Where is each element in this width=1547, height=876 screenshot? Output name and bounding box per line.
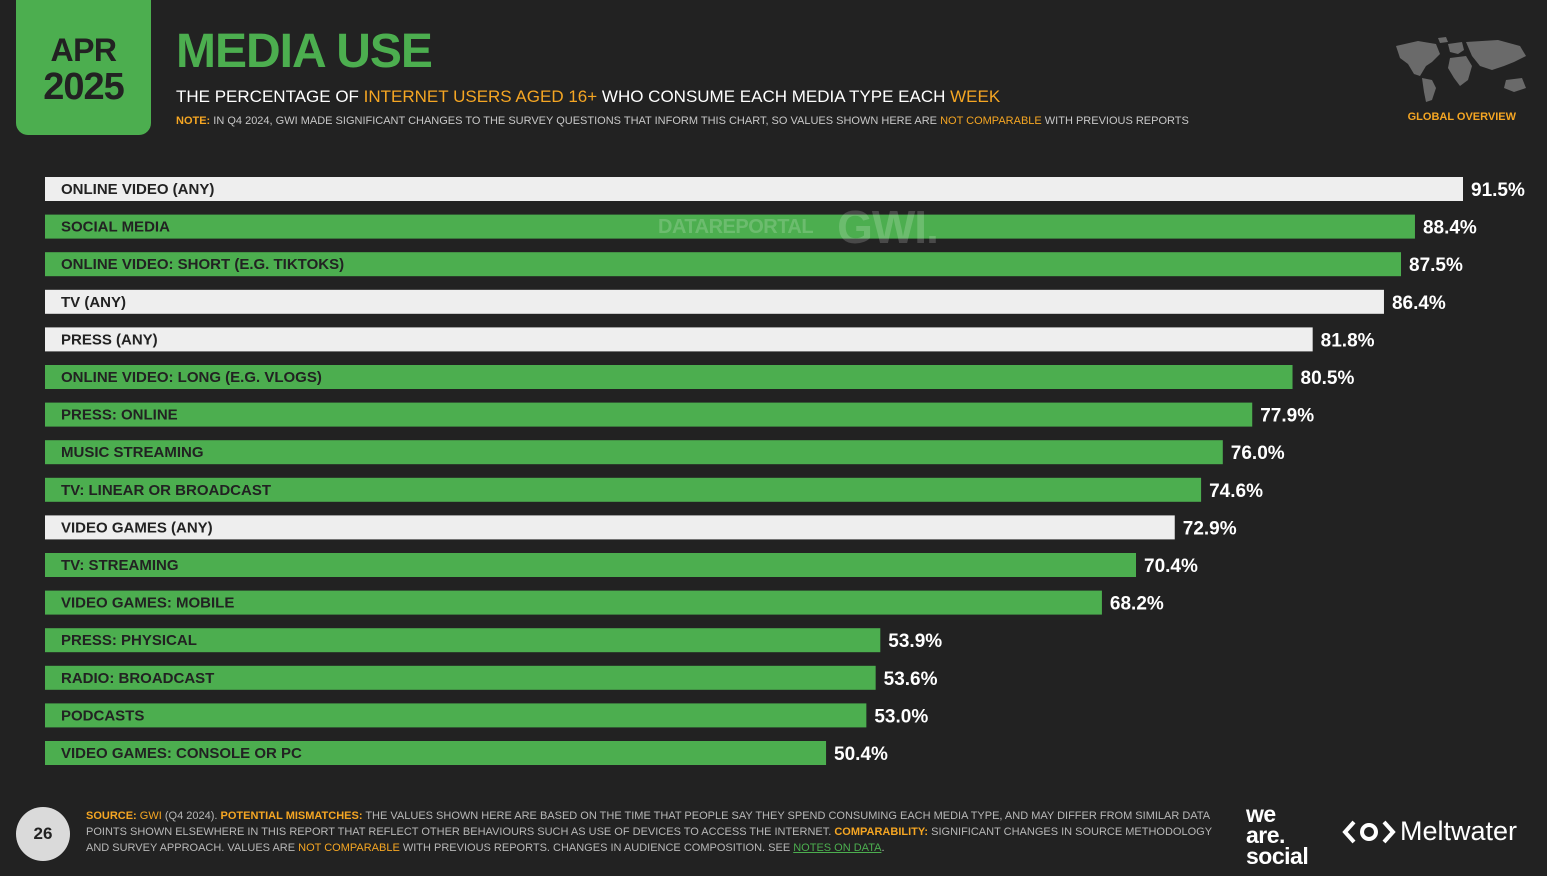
note-highlight: NOT COMPARABLE bbox=[940, 115, 1042, 127]
logo-line: are. bbox=[1246, 822, 1285, 848]
bar bbox=[45, 214, 1415, 239]
bar-label: PRESS: PHYSICAL bbox=[61, 632, 197, 649]
note-text: WITH PREVIOUS REPORTS bbox=[1041, 115, 1189, 127]
meltwater-mark-icon bbox=[1342, 820, 1396, 843]
bar-label: VIDEO GAMES: MOBILE bbox=[61, 595, 234, 612]
bar-label: MUSIC STREAMING bbox=[61, 444, 204, 461]
bar bbox=[45, 252, 1402, 277]
bar bbox=[45, 590, 1102, 615]
subtitle: THE PERCENTAGE OF INTERNET USERS AGED 16… bbox=[176, 87, 1000, 107]
source-label: SOURCE: bbox=[86, 810, 137, 822]
comparability-text: WITH PREVIOUS REPORTS. CHANGES IN AUDIEN… bbox=[399, 842, 794, 854]
bar-label: PRESS (ANY) bbox=[61, 331, 158, 348]
bar bbox=[45, 703, 867, 728]
bar bbox=[45, 402, 1253, 427]
global-overview-label: GLOBAL OVERVIEW bbox=[1407, 111, 1516, 123]
bar-value-label: 53.9% bbox=[888, 631, 942, 652]
bar bbox=[45, 327, 1313, 352]
bar-label: ONLINE VIDEO (ANY) bbox=[61, 181, 214, 198]
bar bbox=[45, 289, 1384, 314]
bar bbox=[45, 477, 1202, 502]
mismatch-label: POTENTIAL MISMATCHES: bbox=[220, 810, 363, 822]
bar-label: TV: LINEAR OR BROADCAST bbox=[61, 482, 271, 499]
page-number: 26 bbox=[16, 807, 70, 861]
bar-value-label: 72.9% bbox=[1183, 518, 1237, 539]
source-name: GWI bbox=[136, 810, 162, 822]
date-year: 2025 bbox=[43, 65, 125, 108]
bar-value-label: 50.4% bbox=[834, 744, 888, 765]
bar-chart: ONLINE VIDEO (ANY) 91.5% SOCIAL MEDIA 88.4%… bbox=[45, 177, 1525, 765]
subtitle-highlight: WEEK bbox=[950, 87, 1001, 106]
mismatch-text: THE VALUES SHOWN HERE ARE BASED ON THE T… bbox=[86, 810, 1210, 838]
bar-label: ONLINE VIDEO: SHORT (E.G. TIKTOKS) bbox=[61, 256, 344, 273]
footer-source: SOURCE: GWI (Q4 2024). POTENTIAL MISMATC… bbox=[86, 808, 1226, 856]
page-title: MEDIA USE bbox=[176, 25, 433, 78]
subtitle-highlight: INTERNET USERS AGED 16+ bbox=[363, 87, 598, 106]
comparability-label: COMPARABILITY: bbox=[834, 826, 929, 838]
bar-value-label: 76.0% bbox=[1231, 443, 1285, 464]
bar bbox=[45, 628, 881, 653]
meltwater-text: Meltwater bbox=[1400, 816, 1518, 846]
bar-value-label: 81.8% bbox=[1321, 330, 1375, 351]
bar-value-label: 74.6% bbox=[1209, 481, 1263, 502]
note: NOTE: IN Q4 2024, GWI MADE SIGNIFICANT C… bbox=[176, 115, 1189, 127]
note-label: NOTE: bbox=[176, 115, 211, 127]
bar-value-label: 53.6% bbox=[884, 669, 938, 690]
comparability-text: SIGNIFICANT CHANGES IN SOURCE METHODOLOG… bbox=[86, 826, 1212, 854]
bar bbox=[45, 741, 827, 765]
world-map-icon bbox=[1396, 37, 1526, 102]
not-comparable: NOT COMPARABLE bbox=[298, 842, 400, 854]
bar-label: VIDEO GAMES: CONSOLE OR PC bbox=[61, 745, 302, 762]
meltwater-logo: Meltwater bbox=[1342, 816, 1517, 847]
we-are-social-logo: we are. social bbox=[1246, 801, 1309, 869]
note-text: IN Q4 2024, GWI MADE SIGNIFICANT CHANGES… bbox=[210, 115, 941, 127]
footer-end: . bbox=[881, 842, 885, 854]
bar-value-label: 68.2% bbox=[1110, 594, 1164, 615]
bar-label: PODCASTS bbox=[61, 707, 144, 724]
bar bbox=[45, 365, 1293, 389]
date-badge: APR 2025 bbox=[16, 0, 151, 135]
bar bbox=[45, 553, 1137, 577]
bar-label: SOCIAL MEDIA bbox=[61, 219, 170, 236]
subtitle-part: THE PERCENTAGE OF bbox=[176, 87, 364, 106]
bar-label: VIDEO GAMES (ANY) bbox=[61, 519, 213, 536]
bar-value-label: 88.4% bbox=[1423, 218, 1477, 239]
bar-label: TV (ANY) bbox=[61, 294, 126, 311]
bar-value-label: 70.4% bbox=[1144, 556, 1198, 577]
bar-value-label: 53.0% bbox=[874, 706, 928, 727]
bar bbox=[45, 177, 1463, 201]
bar-label: RADIO: BROADCAST bbox=[61, 670, 214, 687]
logo-line: we bbox=[1246, 801, 1276, 827]
subtitle-part: WHO CONSUME EACH MEDIA TYPE EACH bbox=[597, 87, 951, 106]
bar-value-label: 87.5% bbox=[1409, 255, 1463, 276]
bar bbox=[45, 440, 1223, 465]
bar-value-label: 91.5% bbox=[1471, 180, 1525, 201]
date-month: APR bbox=[50, 31, 117, 68]
bar bbox=[45, 515, 1175, 540]
bar-label: TV: STREAMING bbox=[61, 557, 179, 574]
bar-value-label: 77.9% bbox=[1260, 406, 1314, 427]
logo-line: social bbox=[1246, 843, 1309, 869]
bar-value-label: 80.5% bbox=[1301, 368, 1355, 389]
notes-on-data-link[interactable]: NOTES ON DATA bbox=[793, 842, 882, 854]
bar bbox=[45, 665, 876, 690]
bar-label: PRESS: ONLINE bbox=[61, 407, 178, 424]
bar-value-label: 86.4% bbox=[1392, 293, 1446, 314]
bar-label: ONLINE VIDEO: LONG (E.G. VLOGS) bbox=[61, 369, 322, 386]
source-text: (Q4 2024). bbox=[161, 810, 221, 822]
